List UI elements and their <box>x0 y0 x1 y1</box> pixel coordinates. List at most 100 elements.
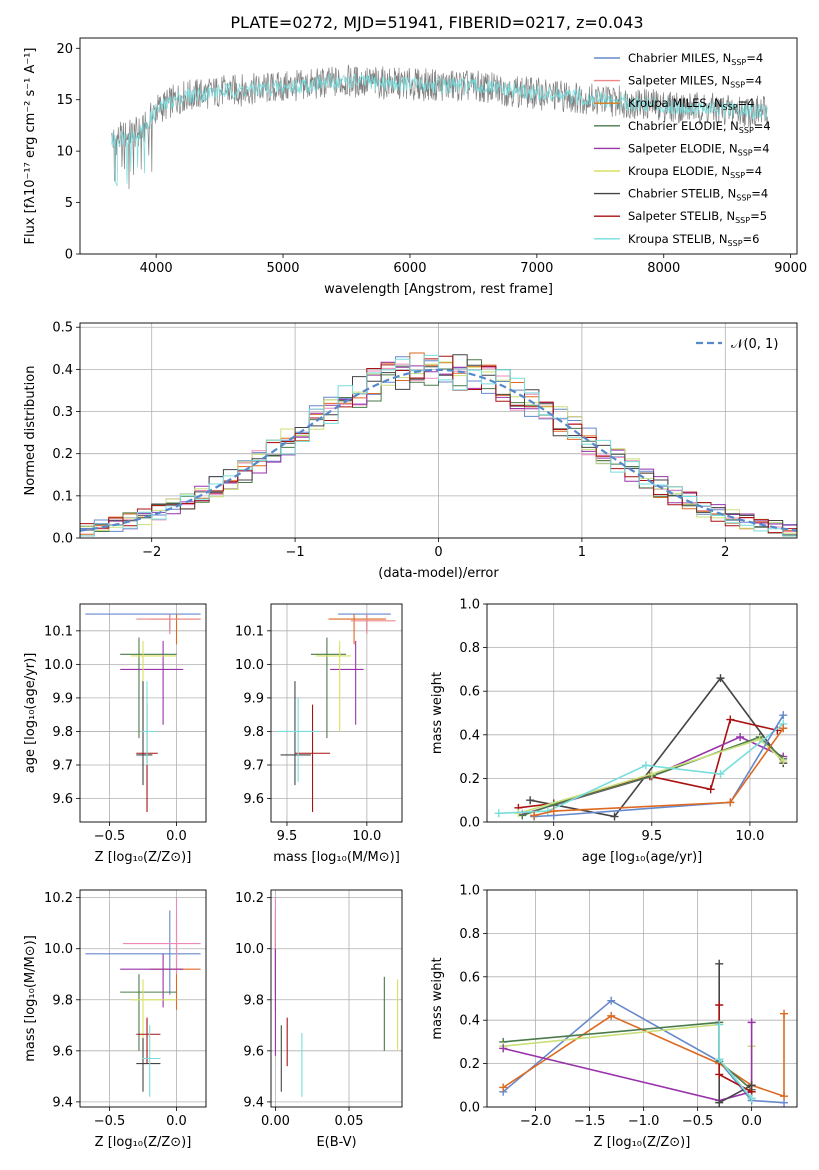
figure-title: PLATE=0272, MJD=51941, FIBERID=0217, z=0… <box>230 13 643 32</box>
y-tick-label: 0.4 <box>459 728 480 743</box>
y-tick-label: 9.7 <box>243 758 264 773</box>
axes-border <box>270 603 403 823</box>
weight-marker <box>530 811 539 820</box>
plot-area <box>274 897 399 1097</box>
legend-entry: Kroupa MILES, NSSP=4 <box>628 96 754 112</box>
y-tick-label: 0.6 <box>459 970 480 985</box>
weight-marker <box>779 724 788 733</box>
legend-entry: Chabrier ELODIE, NSSP=4 <box>628 119 771 135</box>
axes-frame: −2.0 −1.5 −1.0 −0.5 0.0 0.0 0.2 0.4 0.6 0.8 1.0 Z [… <box>430 884 798 1150</box>
legend-suffix: =4 <box>754 119 771 133</box>
x-axis-label: wavelength [Angstrom, rest frame] <box>324 282 553 297</box>
y-tick-label: 9.8 <box>243 993 264 1008</box>
legend-subscript: SSP <box>728 239 743 248</box>
axes-border <box>79 37 798 255</box>
y-tick-label: 9.6 <box>52 792 73 807</box>
y-axis-label: Flux [fλ10⁻¹⁷ erg cm⁻² s⁻¹ A⁻¹] <box>23 48 38 245</box>
y-axis-label: mass weight <box>430 672 445 754</box>
weight-marker <box>779 756 788 765</box>
x-axis-label: age [log₁₀(age/yr)] <box>582 850 703 865</box>
y-tick-label: 1.0 <box>459 598 480 613</box>
weight-marker <box>747 1094 756 1103</box>
weight-marker <box>716 770 725 779</box>
x-axis-label: (data-model)/error <box>378 566 499 581</box>
weight-marker <box>499 1044 508 1053</box>
x-tick-label: 9.5 <box>277 829 298 844</box>
weight-series-7 <box>533 727 784 817</box>
weight-marker <box>715 1001 724 1010</box>
x-tick-label: −1.0 <box>628 1114 660 1129</box>
legend-text: Kroupa ELODIE, N <box>628 164 730 178</box>
weight-marker <box>715 1070 724 1079</box>
legend-suffix: =4 <box>751 187 768 201</box>
weight-series-0 <box>530 676 784 818</box>
legend-text: Chabrier STELIB, N <box>628 187 736 201</box>
weight-marker <box>780 1092 789 1101</box>
y-tick-label: 9.8 <box>52 725 73 740</box>
y-tick-label: 20 <box>56 42 73 57</box>
legend-subscript: SSP <box>739 126 754 135</box>
weight-marker <box>715 959 724 968</box>
axes-border <box>79 889 207 1108</box>
legend-suffix: =4 <box>738 96 755 110</box>
y-axis-label: mass [log₁₀(M/M⊙)] <box>23 935 38 1062</box>
y-tick-label: 0.4 <box>52 363 73 378</box>
y-tick-label: 0 <box>65 248 73 263</box>
y-tick-label: 9.4 <box>243 1095 264 1110</box>
weight-series-6 <box>534 714 784 818</box>
x-tick-label: −2 <box>142 545 161 560</box>
weight-marker <box>715 1020 724 1029</box>
x-tick-label: 0.05 <box>335 1114 364 1129</box>
axes-border <box>79 322 798 539</box>
x-tick-label: 5000 <box>266 261 299 276</box>
x-axis-label: mass [log₁₀(M/M⊙)] <box>273 850 400 865</box>
legend-text: Kroupa STELIB, N <box>628 232 728 246</box>
weight-marker <box>607 1011 616 1020</box>
legend-text: Salpeter STELIB, N <box>628 209 735 223</box>
x-tick-label: −2.0 <box>520 1114 552 1129</box>
histogram-series-8 <box>80 354 797 537</box>
y-tick-label: 0.8 <box>459 927 480 942</box>
panel-mass_vs_EBV: 0.00 0.05 9.4 9.6 9.8 10.0 10.2 E(B-V) <box>235 889 403 1150</box>
y-tick-label: 9.4 <box>52 1095 73 1110</box>
y-tick-label: 0.8 <box>459 641 480 656</box>
x-tick-label: 9000 <box>774 261 807 276</box>
axes-frame: 9.5 10.0 9.6 9.7 9.8 9.9 10.0 10.1 mass [log₁₀(M… <box>235 603 403 865</box>
panel-spectrum: 4000 5000 6000 7000 8000 9000 0 5 10 15 20 waveleng… <box>23 37 807 297</box>
legend-suffix: =5 <box>750 209 767 223</box>
y-tick-label: 9.9 <box>243 691 264 706</box>
legend-subscript: SSP <box>735 216 750 225</box>
y-tick-label: 0.0 <box>52 532 73 547</box>
weight-marker <box>526 796 535 805</box>
y-tick-label: 0.1 <box>52 489 73 504</box>
legend-entry: Kroupa ELODIE, NSSP=4 <box>628 164 762 180</box>
y-tick-label: 5 <box>65 196 73 211</box>
weight-marker <box>736 732 745 741</box>
weight-marker <box>726 798 735 807</box>
y-axis-label: age [log₁₀(age/yr)] <box>23 653 38 774</box>
weight-series-2 <box>503 1021 753 1091</box>
weight-marker <box>716 674 725 683</box>
legend-entry: Chabrier STELIB, NSSP=4 <box>628 187 768 203</box>
weight-marker <box>780 1009 789 1018</box>
y-tick-label: 10.0 <box>235 942 264 957</box>
legend-subscript: SSP <box>730 81 745 90</box>
legend-entry: 𝒩(0, 1) <box>731 337 778 352</box>
x-tick-label: 10.0 <box>735 829 764 844</box>
legend-text: Chabrier ELODIE, N <box>628 119 739 133</box>
x-tick-label: 0.0 <box>741 1114 762 1129</box>
axes-border <box>270 889 403 1108</box>
weight-marker <box>494 809 503 818</box>
legend-subscript: SSP <box>731 58 746 67</box>
y-tick-label: 10.1 <box>44 624 73 639</box>
legend-entry: Salpeter STELIB, NSSP=5 <box>628 209 767 225</box>
axes-frame: −0.5 0.0 9.4 9.6 9.8 10.0 10.2 Z [log₁₀(Z/Z⊙)] m… <box>23 889 207 1150</box>
x-tick-label: 0.0 <box>166 1114 187 1129</box>
weight-marker <box>747 1018 756 1027</box>
legend-entry: Salpeter MILES, NSSP=4 <box>628 74 762 90</box>
y-tick-label: 10.2 <box>235 891 264 906</box>
legend-entry: Salpeter ELODIE, NSSP=4 <box>628 141 770 157</box>
axes-frame: −2 −1 0 1 2 0.0 0.1 0.2 0.3 0.4 0.5 (data-model)/er… <box>23 321 798 581</box>
legend-suffix: =4 <box>745 74 762 88</box>
normal-curve <box>79 368 798 532</box>
